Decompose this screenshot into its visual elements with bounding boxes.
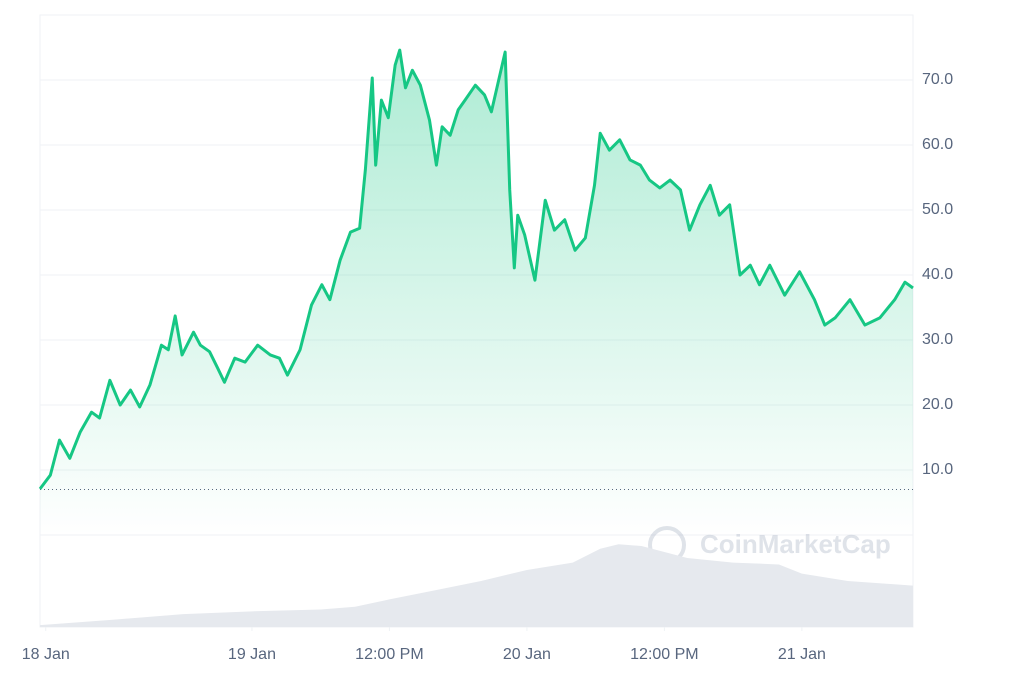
price-area [40, 50, 913, 535]
y-tick-label: 40.0 [922, 266, 953, 283]
x-tick-label: 12:00 PM [355, 646, 423, 663]
y-tick-label: 20.0 [922, 396, 953, 413]
x-tick-label: 12:00 PM [630, 646, 698, 663]
y-tick-label: 30.0 [922, 331, 953, 348]
x-tick-label: 20 Jan [503, 646, 551, 663]
y-tick-label: 70.0 [922, 71, 953, 88]
y-tick-label: 10.0 [922, 461, 953, 478]
price-line [38, 48, 914, 490]
x-tick-label: 18 Jan [22, 646, 70, 663]
y-tick-label: 50.0 [922, 201, 953, 218]
x-tick-label: 21 Jan [778, 646, 826, 663]
y-tick-label: 60.0 [922, 136, 953, 153]
volume-area [40, 544, 913, 627]
x-tick-label: 19 Jan [228, 646, 276, 663]
